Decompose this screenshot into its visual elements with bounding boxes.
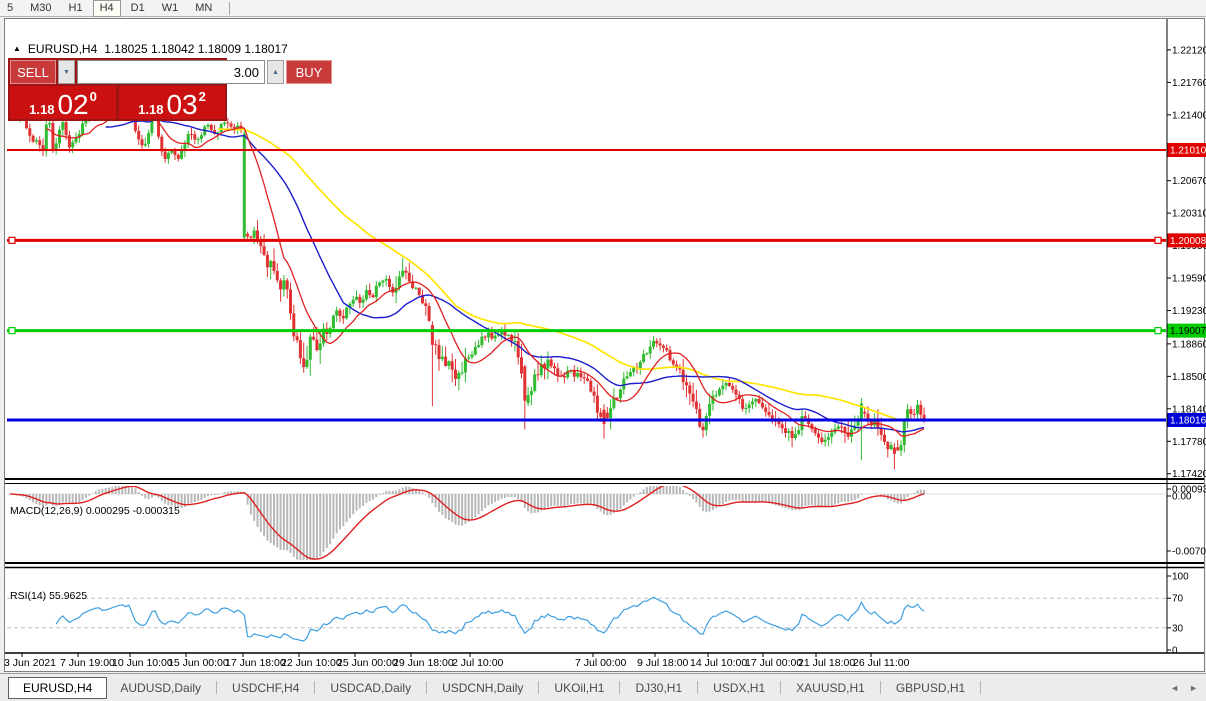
trade-controls-row: SELL ▼ ▲ BUY: [10, 60, 332, 84]
period-button-m30[interactable]: M30: [30, 1, 52, 14]
tab-separator: [426, 681, 428, 694]
tab-scroll-left-icon[interactable]: ◄: [1170, 683, 1180, 693]
svg-text:1.18140: 1.18140: [1172, 404, 1206, 415]
period-button-h1[interactable]: H1: [68, 1, 83, 14]
svg-text:7 Jun 19:00: 7 Jun 19:00: [60, 657, 115, 669]
sell-price-pip-digit: 0: [89, 89, 97, 104]
svg-text:1.19230: 1.19230: [1172, 306, 1206, 317]
sell-price-big-digits: 02: [57, 89, 89, 121]
svg-text:1.21400: 1.21400: [1172, 110, 1206, 121]
period-button-5[interactable]: 5: [7, 1, 14, 14]
tab-separator: [619, 681, 621, 694]
tab-scroll-right-icon[interactable]: ►: [1189, 683, 1198, 693]
macd-indicator-label: MACD(12,26,9) 0.000295 -0.000315: [10, 505, 180, 517]
svg-text:1.21760: 1.21760: [1172, 78, 1206, 89]
svg-text:17 Jun 18:00: 17 Jun 18:00: [225, 657, 286, 669]
svg-text:7 Jul 00:00: 7 Jul 00:00: [575, 657, 627, 669]
svg-text:1.17780: 1.17780: [1172, 437, 1206, 448]
volume-input[interactable]: [77, 60, 265, 84]
tab-usdcad-daily[interactable]: USDCAD,Daily: [330, 680, 412, 695]
svg-text:70: 70: [1172, 594, 1184, 605]
svg-text:29 Jun 18:00: 29 Jun 18:00: [393, 657, 454, 669]
tab-separator: [216, 681, 218, 694]
svg-text:25 Jun 00:00: 25 Jun 00:00: [337, 657, 398, 669]
svg-text:10 Jun 10:00: 10 Jun 10:00: [112, 657, 173, 669]
buy-button[interactable]: BUY: [286, 60, 332, 84]
svg-text:1.19590: 1.19590: [1172, 274, 1206, 285]
svg-text:22 Jun 10:00: 22 Jun 10:00: [281, 657, 342, 669]
volume-increase-button[interactable]: ▲: [267, 60, 284, 84]
svg-text:1.20008: 1.20008: [1170, 236, 1206, 247]
sell-button[interactable]: SELL: [10, 60, 56, 84]
svg-text:0.000936: 0.000936: [1172, 485, 1206, 496]
svg-text:1.18500: 1.18500: [1172, 372, 1206, 383]
svg-text:1.19007: 1.19007: [1170, 326, 1206, 337]
sell-price-prefix: 1.18: [29, 101, 55, 117]
toolbar-separator: [229, 1, 231, 15]
tab-separator: [314, 681, 316, 694]
tab-eurusd-h4[interactable]: EURUSD,H4: [8, 676, 108, 699]
svg-text:100: 100: [1172, 572, 1189, 583]
chart-window: 1.221201.217601.214001.206701.203101.199…: [0, 18, 1206, 672]
tab-gbpusd-h1[interactable]: GBPUSD,H1: [895, 680, 966, 695]
svg-text:1.18016: 1.18016: [1170, 415, 1206, 426]
chart-title: ▲ EURUSD,H4 1.18025 1.18042 1.18009 1.18…: [13, 42, 288, 56]
tab-ukoil-h1[interactable]: UKOil,H1: [554, 680, 605, 695]
tab-separator: [879, 681, 881, 694]
rsi-indicator-label: RSI(14) 55.9625: [10, 590, 88, 602]
svg-text:26 Jul 11:00: 26 Jul 11:00: [853, 657, 910, 669]
sell-price-button[interactable]: 1.18 02 0: [10, 86, 116, 119]
tab-scroll-arrows: ◄ ►: [1170, 683, 1198, 693]
tab-usdx-h1[interactable]: USDX,H1: [713, 680, 766, 695]
svg-text:9 Jul 18:00: 9 Jul 18:00: [637, 657, 689, 669]
svg-text:1.17420: 1.17420: [1172, 469, 1206, 480]
tab-audusd-daily[interactable]: AUDUSD,Daily: [120, 680, 202, 695]
tab-separator: [980, 681, 982, 694]
tab-separator: [697, 681, 699, 694]
one-click-trading-panel: SELL ▼ ▲ BUY 1.18 02 0 1.18 03 2: [8, 58, 332, 121]
collapse-arrow-icon[interactable]: ▲: [13, 44, 21, 53]
tab-usdcnh-daily[interactable]: USDCNH,Daily: [442, 680, 524, 695]
period-button-mn[interactable]: MN: [195, 1, 213, 14]
svg-text:1.21010: 1.21010: [1170, 146, 1206, 157]
trade-prices-row: 1.18 02 0 1.18 03 2: [10, 86, 225, 119]
period-button-h4[interactable]: H4: [92, 0, 121, 17]
svg-text:-0.00705: -0.00705: [1172, 547, 1206, 558]
tab-usdchf-h4[interactable]: USDCHF,H4: [232, 680, 300, 695]
buy-price-pip-digit: 2: [198, 89, 206, 104]
svg-text:3 Jun 2021: 3 Jun 2021: [4, 657, 56, 669]
chart-symbol-label: EURUSD,H4: [27, 42, 98, 56]
buy-price-button[interactable]: 1.18 03 2: [119, 86, 225, 119]
chart-ohlc-values: 1.18025 1.18042 1.18009 1.18017: [104, 42, 288, 56]
svg-text:2 Jul 10:00: 2 Jul 10:00: [452, 657, 504, 669]
buy-price-prefix: 1.18: [138, 101, 164, 117]
buy-price-big-digits: 03: [166, 89, 198, 121]
svg-text:0: 0: [1172, 646, 1178, 657]
period-button-d1[interactable]: D1: [130, 1, 145, 14]
chart-canvas[interactable]: 1.221201.217601.214001.206701.203101.199…: [0, 18, 1206, 672]
svg-text:1.20310: 1.20310: [1172, 209, 1206, 220]
svg-text:1.20670: 1.20670: [1172, 176, 1206, 187]
svg-text:17 Jul 00:00: 17 Jul 00:00: [745, 657, 802, 669]
tab-dj30-h1[interactable]: DJ30,H1: [635, 680, 683, 695]
tab-separator: [538, 681, 540, 694]
timeframe-toolbar: 5 M30 H1 H4 D1 W1 MN: [0, 0, 1206, 17]
tab-separator: [780, 681, 782, 694]
svg-text:1.18860: 1.18860: [1172, 339, 1206, 350]
tab-xauusd-h1[interactable]: XAUUSD,H1: [796, 680, 865, 695]
chart-tab-bar: EURUSD,H4 AUDUSD,Daily USDCHF,H4 USDCAD,Dai…: [0, 673, 1206, 701]
period-button-w1[interactable]: W1: [161, 1, 179, 14]
svg-text:14 Jul 10:00: 14 Jul 10:00: [690, 657, 747, 669]
svg-text:0.00: 0.00: [1172, 492, 1192, 503]
svg-text:21 Jul 18:00: 21 Jul 18:00: [798, 657, 855, 669]
svg-text:30: 30: [1172, 623, 1184, 634]
svg-text:1.22120: 1.22120: [1172, 45, 1206, 56]
svg-text:15 Jun 00:00: 15 Jun 00:00: [168, 657, 229, 669]
volume-decrease-button[interactable]: ▼: [58, 60, 75, 84]
